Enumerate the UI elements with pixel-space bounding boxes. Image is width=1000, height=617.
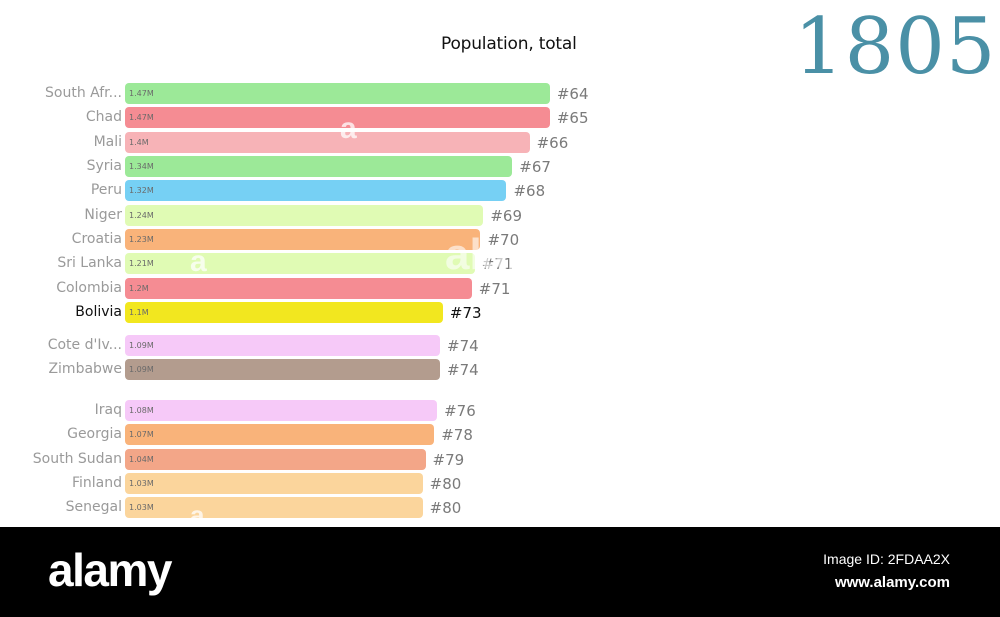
rank-label: #69 <box>490 207 523 225</box>
rank-label: #74 <box>447 337 479 355</box>
bar-row: Finland 1.03M #80 <box>0 473 1000 495</box>
bar-row: South Sudan 1.04M #79 <box>0 449 1000 471</box>
bar-row: Bolivia 1.1M #73 <box>0 302 1000 324</box>
country-label: Niger <box>84 207 122 223</box>
bar <box>125 278 472 299</box>
alamy-logo: alamy <box>48 544 172 596</box>
bar <box>125 156 513 177</box>
bar-value-label: 1.21M <box>129 259 154 268</box>
bar-value-label: 1.47M <box>129 89 154 98</box>
bar-row: Senegal 1.03M #80 <box>0 497 1000 519</box>
watermark-footer: alamy Image ID: 2FDAA2X www.alamy.com <box>0 527 1000 617</box>
rank-label: #80 <box>429 499 462 517</box>
rank-label: #71 <box>478 280 511 298</box>
bar-value-label: 1.1M <box>129 308 149 317</box>
bar <box>125 132 530 153</box>
bar-value-label: 1.07M <box>129 430 154 439</box>
rank-label: #79 <box>432 451 465 469</box>
bar-value-label: 1.08M <box>129 406 154 415</box>
bar <box>125 205 484 226</box>
bar-row: Syria 1.34M #67 <box>0 156 1000 178</box>
bar-value-label: 1.04M <box>129 455 154 464</box>
bar <box>125 83 550 104</box>
bar <box>125 302 443 323</box>
watermark-letter: a <box>190 245 207 278</box>
country-label: Senegal <box>65 499 122 515</box>
bar-row: Colombia 1.2M #71 <box>0 278 1000 300</box>
country-label: Colombia <box>56 280 122 296</box>
rank-label: #80 <box>429 475 462 493</box>
bar-row: South Afr... 1.47M #64 <box>0 83 1000 105</box>
bar-value-label: 1.24M <box>129 211 154 220</box>
bar <box>125 107 550 128</box>
country-label: South Sudan <box>32 451 122 467</box>
watermark-letter: a <box>490 500 505 530</box>
bar <box>125 180 507 201</box>
country-label: Finland <box>71 475 122 491</box>
bar-value-label: 1.23M <box>129 235 154 244</box>
watermark-letter: a <box>340 112 357 145</box>
bar-row: Cote d'Iv... 1.09M #74 <box>0 335 1000 357</box>
watermark-letter: a <box>190 500 205 530</box>
bar <box>125 229 481 250</box>
bar-row: Croatia 1.23M #70 <box>0 229 1000 251</box>
image-id-label: Image ID: 2FDAA2X <box>823 551 950 567</box>
bar-row: Niger 1.24M #69 <box>0 205 1000 227</box>
bar-value-label: 1.2M <box>129 284 149 293</box>
bar <box>125 253 475 274</box>
bar-row: Sri Lanka 1.21M #71 <box>0 253 1000 275</box>
bar-value-label: 1.4M <box>129 138 149 147</box>
rank-label: #76 <box>444 402 476 420</box>
country-label: Syria <box>86 158 122 174</box>
bar <box>125 449 426 470</box>
year-label: 1805 <box>794 2 997 92</box>
country-label: Croatia <box>71 231 122 247</box>
bar-row: Chad 1.47M #65 <box>0 107 1000 129</box>
site-url: www.alamy.com <box>834 574 950 591</box>
rank-label: #65 <box>556 109 589 127</box>
bar-row: Peru 1.32M #68 <box>0 180 1000 202</box>
bar <box>125 400 438 421</box>
rank-label: #68 <box>513 182 546 200</box>
bar-value-label: 1.09M <box>129 365 154 374</box>
country-label: Georgia <box>67 426 122 442</box>
rank-label: #64 <box>556 85 589 103</box>
bar <box>125 497 423 518</box>
rank-label: #67 <box>519 158 551 176</box>
bar-value-label: 1.32M <box>129 186 154 195</box>
bar-value-label: 1.03M <box>129 479 154 488</box>
country-label: Zimbabwe <box>48 361 122 377</box>
bar-row: Georgia 1.07M #78 <box>0 424 1000 446</box>
rank-label: #66 <box>536 134 569 152</box>
bar-row: Iraq 1.08M #76 <box>0 400 1000 422</box>
watermark-logo: alamy <box>445 230 570 279</box>
rank-label: #73 <box>449 304 482 322</box>
bar <box>125 473 423 494</box>
bar <box>125 424 435 445</box>
rank-label: #78 <box>441 426 473 444</box>
chart-area: Population, total 1805 South Afr... 1.47M… <box>0 2 1000 519</box>
country-label: Bolivia <box>75 304 122 320</box>
bar <box>125 359 440 380</box>
rank-label: #71 <box>481 255 514 273</box>
country-label: South Afr... <box>45 85 122 101</box>
country-label: Chad <box>85 109 122 125</box>
country-label: Peru <box>90 182 122 198</box>
rank-label: #74 <box>447 361 479 379</box>
bar-value-label: 1.47M <box>129 113 154 122</box>
country-label: Sri Lanka <box>57 255 122 271</box>
bar-value-label: 1.09M <box>129 341 154 350</box>
country-label: Cote d'Iv... <box>47 337 122 353</box>
bar-value-label: 1.34M <box>129 162 154 171</box>
bar-row: Mali 1.4M #66 <box>0 132 1000 154</box>
bar <box>125 335 440 356</box>
country-label: Mali <box>93 134 122 150</box>
country-label: Iraq <box>94 402 122 418</box>
rank-label: #70 <box>487 231 520 249</box>
chart-title: Population, total <box>441 34 577 54</box>
bar-row: Zimbabwe 1.09M #74 <box>0 359 1000 381</box>
bar-value-label: 1.03M <box>129 503 154 512</box>
watermark-letter: a <box>342 372 359 405</box>
